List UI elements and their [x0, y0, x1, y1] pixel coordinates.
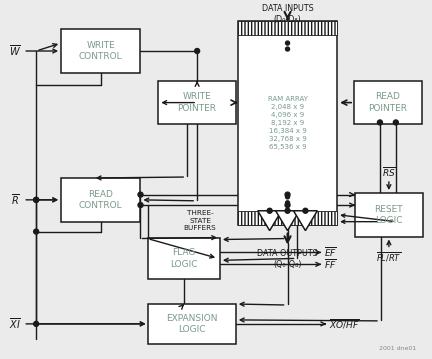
Text: THREE-
STATE
BUFFERS: THREE- STATE BUFFERS — [184, 210, 216, 231]
Polygon shape — [276, 211, 299, 230]
Circle shape — [34, 229, 38, 234]
FancyBboxPatch shape — [354, 81, 422, 125]
Text: WRITE
POINTER: WRITE POINTER — [178, 92, 216, 113]
Circle shape — [285, 202, 290, 208]
Circle shape — [138, 202, 143, 208]
Text: RESET
LOGIC: RESET LOGIC — [375, 205, 403, 225]
Text: DATA OUTPUTS
(Q₀-Q₈): DATA OUTPUTS (Q₀-Q₈) — [257, 250, 318, 269]
FancyBboxPatch shape — [238, 21, 337, 35]
FancyBboxPatch shape — [61, 178, 140, 222]
FancyBboxPatch shape — [149, 238, 220, 279]
Text: DATA INPUTS
(D₀-D₈): DATA INPUTS (D₀-D₈) — [262, 4, 313, 24]
Text: $\overline{FL/RT}$: $\overline{FL/RT}$ — [376, 251, 402, 265]
Text: $\overline{XO/HF}$: $\overline{XO/HF}$ — [329, 317, 360, 331]
Text: 2001 dne01: 2001 dne01 — [379, 346, 417, 351]
Circle shape — [394, 120, 398, 125]
Circle shape — [267, 208, 272, 213]
Text: $\overline{W}$: $\overline{W}$ — [10, 43, 21, 59]
FancyBboxPatch shape — [149, 304, 236, 344]
Circle shape — [303, 208, 308, 213]
Circle shape — [34, 197, 38, 202]
Circle shape — [138, 192, 143, 197]
Text: $\overline{FF}$: $\overline{FF}$ — [324, 257, 337, 271]
Text: WRITE
CONTROL: WRITE CONTROL — [79, 41, 123, 61]
Text: $\overline{EF}$: $\overline{EF}$ — [324, 246, 337, 260]
Text: $\overline{R}$: $\overline{R}$ — [11, 192, 20, 207]
Text: RAM ARRAY
2,048 x 9
4,096 x 9
8,192 x 9
16,384 x 9
32,768 x 9
65,536 x 9: RAM ARRAY 2,048 x 9 4,096 x 9 8,192 x 9 … — [267, 96, 308, 150]
Polygon shape — [258, 211, 282, 230]
Text: FLAG
LOGIC: FLAG LOGIC — [171, 248, 198, 269]
Circle shape — [34, 321, 38, 326]
Circle shape — [286, 41, 289, 45]
Circle shape — [285, 208, 290, 213]
Text: $\overline{XI}$: $\overline{XI}$ — [10, 317, 21, 331]
FancyBboxPatch shape — [355, 193, 422, 237]
Text: READ
CONTROL: READ CONTROL — [79, 190, 123, 210]
Circle shape — [286, 201, 289, 205]
Circle shape — [285, 192, 290, 197]
Circle shape — [286, 195, 289, 199]
FancyBboxPatch shape — [61, 29, 140, 73]
Text: READ
POINTER: READ POINTER — [368, 92, 407, 113]
Circle shape — [378, 120, 382, 125]
Text: $\overline{RS}$: $\overline{RS}$ — [382, 165, 396, 179]
FancyBboxPatch shape — [159, 81, 236, 125]
Text: EXPANSION
LOGIC: EXPANSION LOGIC — [166, 314, 218, 334]
FancyBboxPatch shape — [238, 211, 337, 225]
FancyBboxPatch shape — [238, 21, 337, 225]
Circle shape — [195, 48, 200, 53]
Circle shape — [286, 47, 289, 51]
Circle shape — [34, 197, 38, 202]
Polygon shape — [293, 211, 318, 230]
